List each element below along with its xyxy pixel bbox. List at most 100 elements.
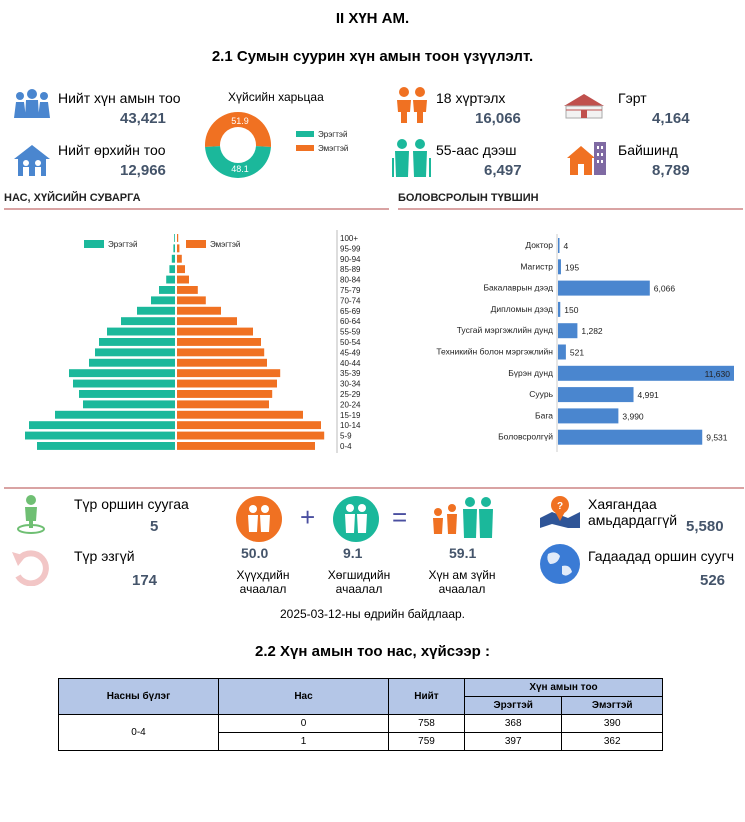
pyramid-bar-male (173, 244, 175, 253)
child-dependency-value: 50.0 (241, 545, 269, 561)
house-value: 8,789 (652, 162, 690, 179)
divider (398, 208, 743, 210)
table-cell-age-group: 0-4 (58, 714, 219, 751)
pyramid-bar-female (177, 338, 261, 346)
over55-value: 6,497 (484, 162, 522, 179)
education-value-label: 521 (570, 348, 584, 358)
pyramid-age-label: 25-29 (340, 390, 361, 399)
table-cell-female: 390 (561, 714, 663, 733)
education-value-label: 9,531 (706, 433, 728, 443)
education-value-label: 4 (564, 241, 569, 251)
table-header-age-group: Насны бүлэг (58, 678, 219, 715)
pyramid-bar-male (121, 317, 175, 326)
education-value-label: 195 (565, 262, 579, 272)
pyramid-bar-female (177, 390, 273, 398)
no-address-label: Хаягандаа амьдардаггүй (588, 496, 678, 528)
education-section-title: БОЛОВСРОЛЫН ТҮВШИН (398, 192, 539, 204)
pyramid-age-label: 15-19 (340, 411, 361, 420)
page-heading: II ХҮН АМ. (335, 10, 410, 27)
pyramid-bar-male (159, 286, 175, 294)
temp-resident-value: 5 (150, 518, 159, 535)
pyramid-bar-female (177, 244, 180, 253)
pyramid-age-label: 85-89 (340, 265, 361, 274)
section-title-2-2: 2.2 Хүн амын тоо нас, хүйсээр : (255, 643, 490, 660)
pyramid-bar-female (177, 410, 303, 419)
table-header-male: Эрэгтэй (463, 696, 563, 715)
pyramid-bar-male (166, 275, 175, 284)
pyramid-age-label: 20-24 (340, 400, 361, 409)
globe-icon (540, 544, 580, 584)
pyramid-bar-male (29, 421, 175, 430)
pyramid-section-title: НАС, ХҮЙСИЙН СУВАРГА (4, 192, 141, 204)
education-category-label: Тусгай мэргэжлийн дунд (457, 325, 553, 335)
pyramid-bar-female (177, 421, 321, 430)
education-category-label: Бага (535, 410, 553, 420)
pyramid-bar-male (69, 369, 175, 378)
education-value-label: 4,991 (638, 390, 660, 400)
resident-person-icon (17, 495, 45, 534)
children-icon (397, 87, 427, 123)
education-category-label: Магистр (520, 261, 553, 271)
education-bar (558, 280, 650, 296)
ger-label: Гэрт (618, 90, 647, 106)
education-category-label: Суурь (529, 389, 553, 399)
pyramid-bar-female (177, 379, 277, 388)
education-category-label: Техникийн болон мэргэжлийн (436, 347, 553, 357)
divider (4, 208, 389, 210)
pyramid-legend-female-label: Эмэгтэй (210, 240, 240, 249)
pyramid-bar-male (151, 296, 175, 305)
pyramid-bar-female (177, 265, 185, 274)
pyramid-bar-female (177, 442, 315, 450)
pyramid-age-label: 70-74 (340, 296, 361, 305)
elder-dependency-icon (333, 496, 379, 542)
donut-female-text: 51.9 (231, 116, 249, 126)
table-row: 0-4 0 758 368 390 (58, 714, 663, 751)
households-value: 12,966 (120, 162, 166, 179)
house-icon (567, 142, 606, 175)
table-header-female: Эмэгтэй (561, 696, 663, 715)
pyramid-bar-female (177, 431, 325, 440)
pyramid-bar-female (177, 234, 179, 242)
pyramid-bar-female (177, 400, 269, 409)
pyramid-bar-male (107, 327, 175, 336)
no-address-value: 5,580 (686, 518, 724, 535)
table-cell-male: 397 (463, 732, 563, 751)
pyramid-age-label: 0-4 (340, 442, 352, 451)
abroad-label: Гадаадад оршин суугч (588, 548, 734, 564)
under18-label: 18 хүртэлх (436, 90, 506, 106)
pyramid-bar-male (79, 390, 175, 398)
education-bar (558, 323, 578, 339)
svg-text:?: ? (557, 501, 563, 512)
table-row: 1 759 397 362 (59, 732, 663, 751)
education-category-label: Бакалаврын дээд (483, 283, 553, 293)
pyramid-age-label: 55-59 (340, 328, 361, 337)
pyramid-bar-male (137, 306, 175, 315)
legend-female-label: Эмэгтэй (318, 144, 349, 153)
pyramid-bar-male (83, 400, 175, 409)
donut-male-text: 48.1 (231, 164, 249, 174)
elder-dependency-value: 9.1 (343, 545, 363, 561)
legend-female-swatch (296, 145, 314, 151)
data-date-note: 2025-03-12-ны өдрийн байдлаар. (279, 607, 465, 621)
total-dependency-label: Хүн ам зүйн ачаалал (428, 568, 496, 596)
donut-slice-male (205, 146, 271, 179)
child-dependency-label: Хүүхдийн ачаалал (236, 568, 290, 596)
pyramid-bar-male (25, 431, 175, 440)
education-bar (558, 408, 619, 424)
pyramid-bar-female (177, 369, 281, 378)
child-dependency-icon (236, 496, 282, 542)
pyramid-age-label: 5-9 (340, 432, 352, 441)
pyramid-bar-female (177, 317, 237, 326)
pyramid-bar-female (177, 275, 189, 284)
pyramid-age-label: 90-94 (340, 255, 361, 264)
pyramid-age-label: 100+ (340, 234, 358, 243)
pyramid-age-label: 35-39 (340, 369, 361, 378)
pyramid-bar-male (169, 265, 175, 274)
education-category-label: Дипломын дээд (491, 304, 553, 314)
return-arrow-icon (12, 550, 49, 586)
education-level-chart: Доктор 4 Магистр 195 Бакалаврын дээд 6,066 Дип… (436, 234, 734, 452)
table-cell-age: 1 (218, 732, 389, 751)
elder-dependency-label: Хөгшидийн ачаалал (327, 568, 391, 596)
pyramid-age-label: 10-14 (340, 421, 361, 430)
